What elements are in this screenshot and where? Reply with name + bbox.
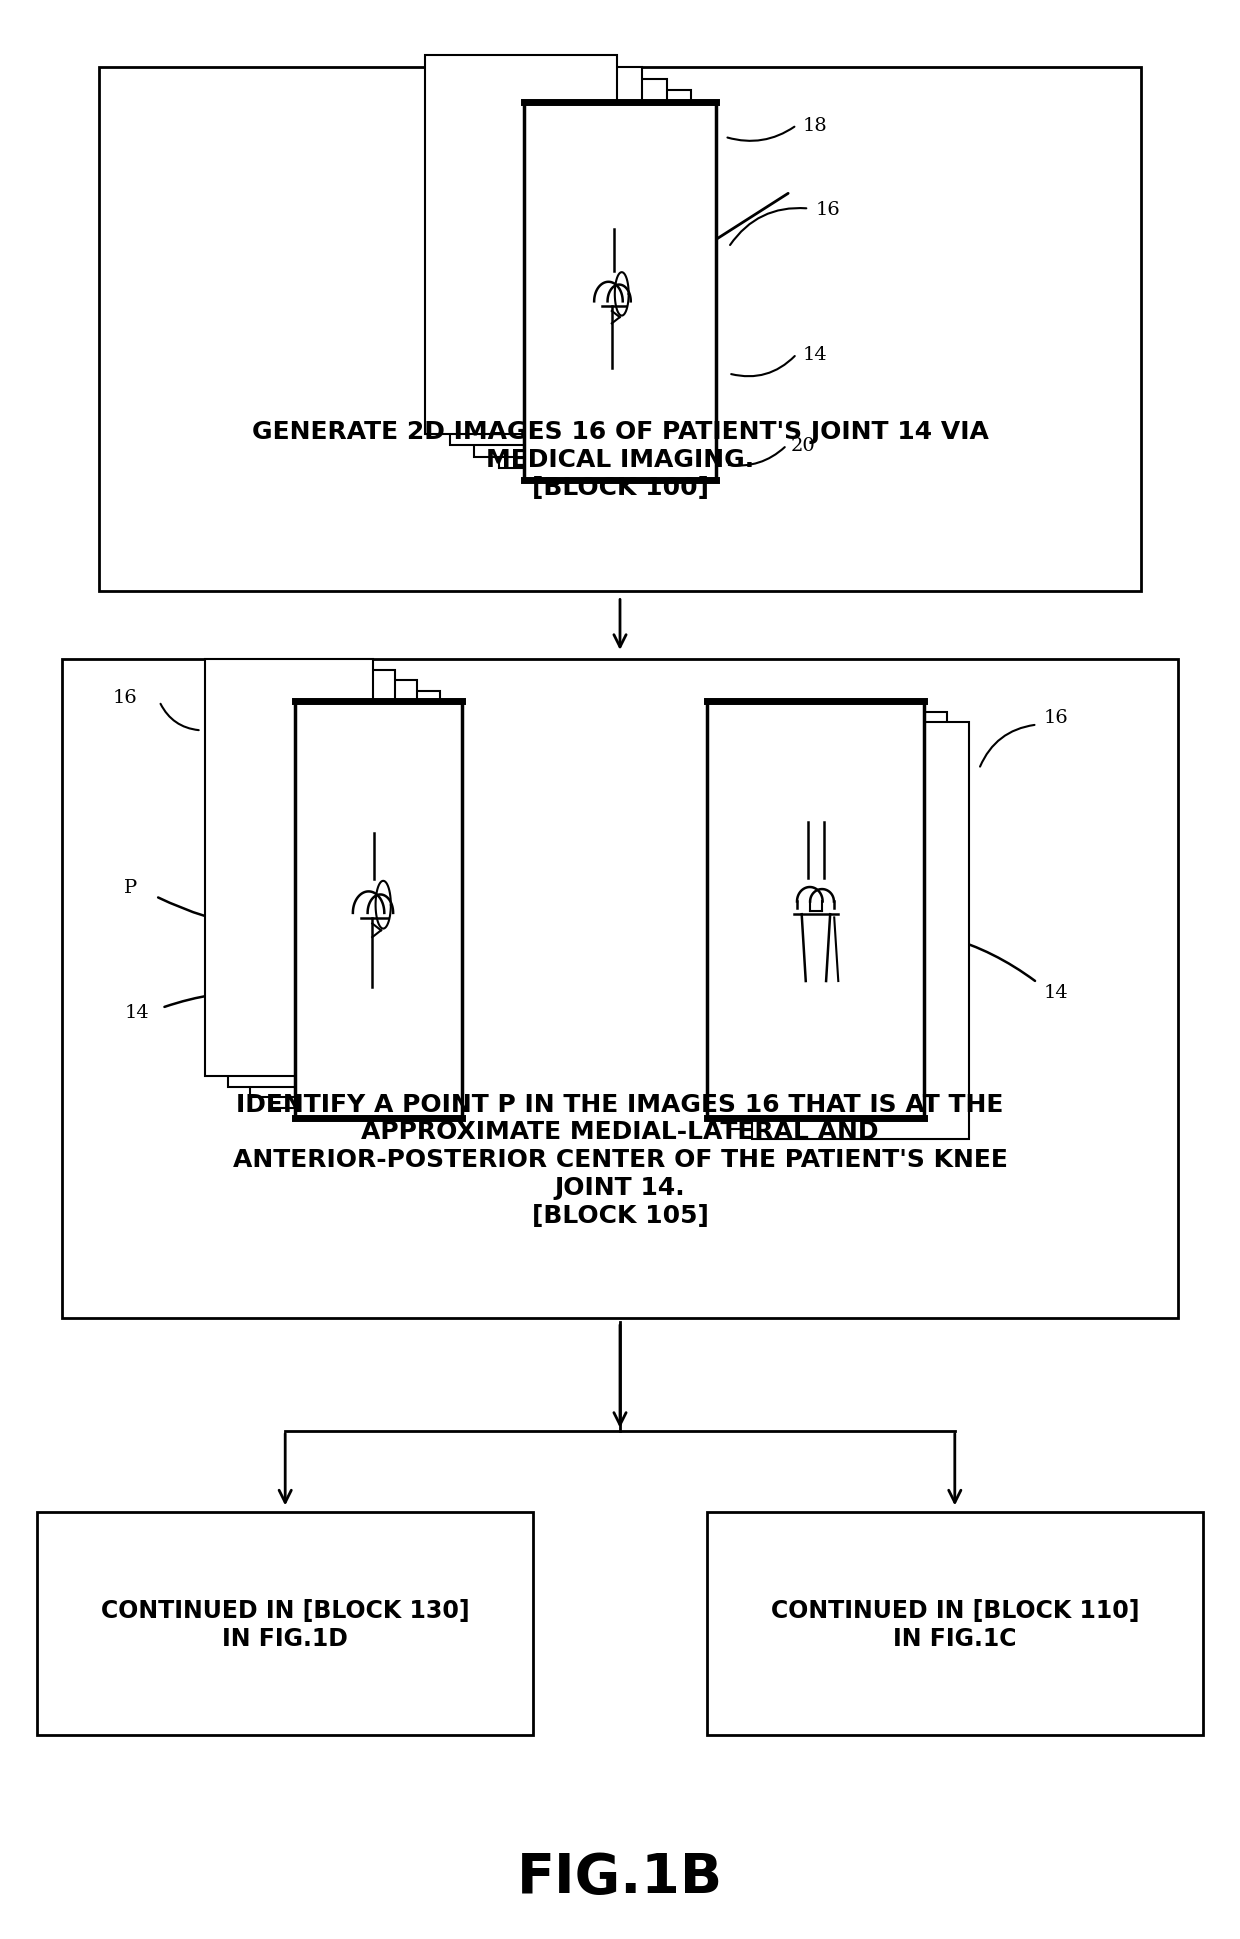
Bar	[707, 702, 925, 1119]
Text: GENERATE 2D IMAGES 16 OF PATIENT'S JOINT 14 VIA
MEDICAL IMAGING.
[BLOCK 100]: GENERATE 2D IMAGES 16 OF PATIENT'S JOINT…	[252, 419, 988, 500]
Text: 16: 16	[113, 688, 136, 708]
Text: 14: 14	[804, 345, 827, 365]
Bar	[228, 671, 394, 1088]
Bar	[205, 659, 372, 1076]
Bar	[729, 712, 947, 1128]
Text: 14: 14	[1044, 983, 1068, 1002]
Bar	[449, 68, 642, 446]
Bar	[424, 56, 618, 434]
Bar	[498, 91, 692, 469]
Text: 16: 16	[1044, 708, 1068, 727]
Bar	[249, 681, 417, 1097]
Bar	[295, 702, 461, 1119]
Text: 20: 20	[791, 436, 815, 456]
Bar	[523, 103, 717, 481]
Bar	[474, 79, 667, 458]
Text: P: P	[124, 878, 136, 896]
Text: 16: 16	[816, 200, 839, 219]
Bar	[273, 692, 440, 1109]
Bar	[99, 68, 1141, 591]
Bar	[751, 723, 970, 1140]
Text: 14: 14	[125, 1002, 149, 1022]
Bar	[707, 1512, 1203, 1735]
Text: 18: 18	[804, 116, 827, 136]
Text: CONTINUED IN [BLOCK 130]
IN FIG.1D: CONTINUED IN [BLOCK 130] IN FIG.1D	[100, 1598, 470, 1650]
Bar	[62, 659, 1178, 1319]
Text: FIG.1B: FIG.1B	[517, 1850, 723, 1904]
Text: IDENTIFY A POINT P IN THE IMAGES 16 THAT IS AT THE
APPROXIMATE MEDIAL-LATERAL AN: IDENTIFY A POINT P IN THE IMAGES 16 THAT…	[233, 1092, 1007, 1227]
Bar	[37, 1512, 533, 1735]
Text: CONTINUED IN [BLOCK 110]
IN FIG.1C: CONTINUED IN [BLOCK 110] IN FIG.1C	[770, 1598, 1140, 1650]
